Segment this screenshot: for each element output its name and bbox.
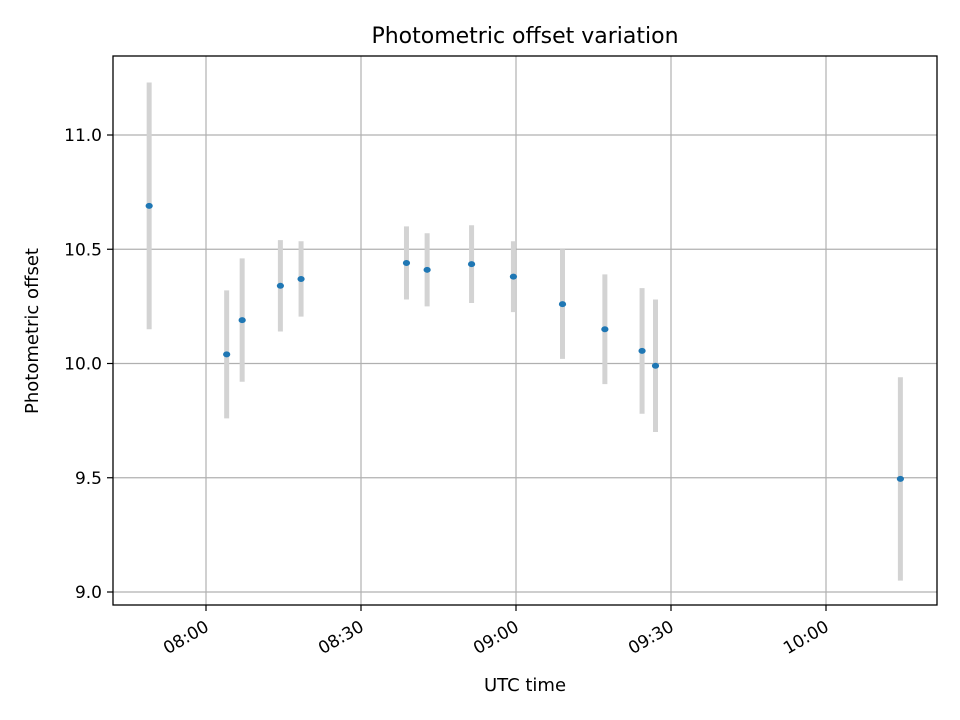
- data-point: [896, 475, 905, 482]
- data-point: [238, 317, 246, 324]
- y-tick-label: 9.0: [75, 583, 102, 603]
- data-point: [223, 351, 231, 358]
- chart-title: Photometric offset variation: [371, 24, 678, 49]
- data-point: [509, 273, 518, 280]
- data-point: [276, 282, 284, 289]
- y-tick-label: 10.0: [64, 355, 102, 375]
- data-point: [297, 275, 305, 282]
- data-point: [467, 261, 476, 268]
- y-axis: 9.0 9.5 10.0 10.5 11.0: [64, 126, 113, 603]
- data-point: [601, 326, 609, 333]
- data-points: [145, 202, 905, 482]
- data-point: [651, 362, 660, 369]
- data-point: [638, 347, 646, 354]
- y-tick-label: 10.5: [64, 240, 102, 260]
- y-tick-label: 9.5: [75, 469, 102, 489]
- grid: [113, 56, 937, 605]
- data-point: [145, 202, 153, 209]
- plot-frame: [112, 55, 938, 606]
- y-tick-label: 11.0: [64, 126, 102, 146]
- x-axis-title: UTC time: [484, 675, 566, 696]
- data-point: [402, 259, 411, 266]
- data-point: [423, 266, 431, 273]
- y-axis-title: Photometric offset: [22, 248, 43, 414]
- data-point: [558, 301, 567, 308]
